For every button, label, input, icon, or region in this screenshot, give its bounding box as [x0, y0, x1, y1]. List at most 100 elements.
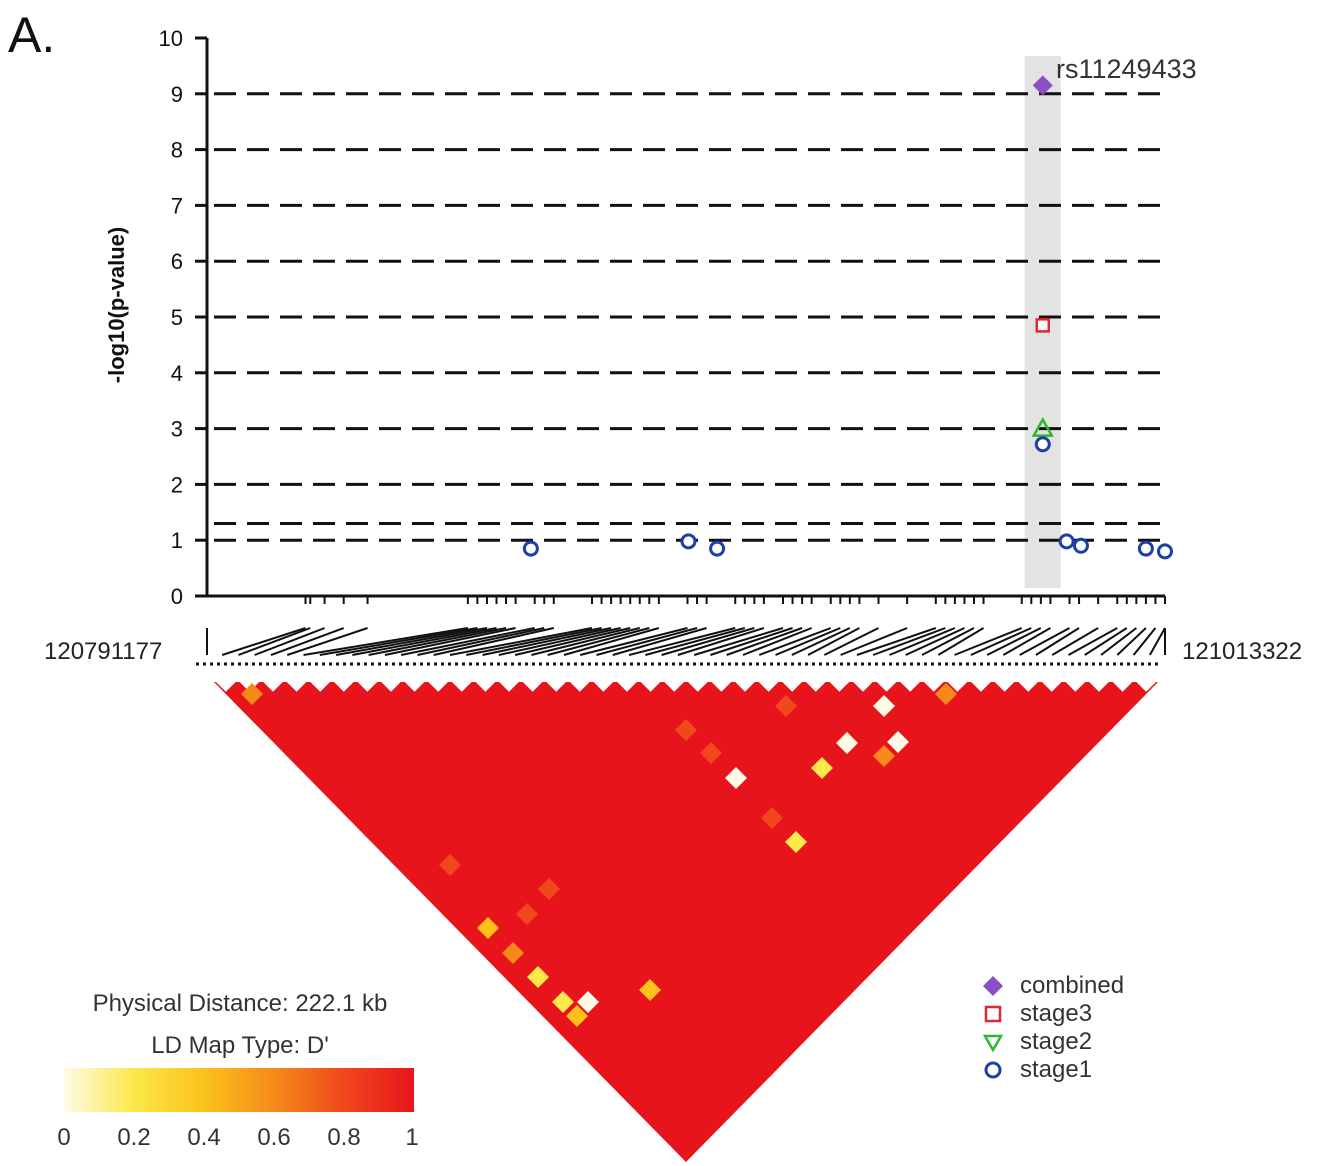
ld-cell-edge — [497, 680, 521, 692]
map-line — [937, 627, 985, 656]
legend-item-stage3: stage3 — [982, 1000, 1124, 1028]
map-line — [889, 627, 956, 656]
ld-cell — [516, 903, 538, 925]
map-line — [775, 627, 841, 656]
color-scale-labels: 0 0.2 0.4 0.6 0.8 1 — [48, 1124, 428, 1154]
point-stage1 — [680, 533, 697, 550]
color-scale-bar — [64, 1068, 414, 1112]
ld-cell-edge — [450, 680, 474, 692]
ld-cell-edge — [402, 680, 427, 692]
panel-label: A. — [8, 7, 56, 63]
map-line — [400, 627, 535, 656]
point-stage1 — [709, 540, 726, 557]
map-line — [921, 627, 975, 656]
map-line — [645, 627, 746, 656]
y-tick-label: 8 — [171, 138, 183, 163]
ld-cell-edge — [662, 680, 686, 692]
ld-cell — [552, 991, 574, 1013]
map-line — [1051, 627, 1099, 656]
ld-cell-edge — [1134, 680, 1158, 692]
map-line — [498, 627, 621, 656]
map-line — [303, 627, 469, 656]
ld-cell — [639, 979, 661, 1001]
point-stage1 — [522, 540, 539, 557]
map-line — [742, 627, 813, 656]
map-line — [970, 627, 1032, 656]
y-tick-label: 9 — [171, 82, 183, 107]
point-stage1 — [1072, 537, 1089, 554]
ld-cell-edge — [686, 680, 710, 692]
map-line — [823, 627, 879, 656]
ld-cell-edge — [284, 680, 309, 692]
ld-cell — [775, 695, 797, 717]
map-line — [1116, 627, 1147, 656]
ld-cell-edge — [827, 680, 852, 692]
color-scale-tick: 0.8 — [327, 1124, 361, 1151]
map-line — [840, 627, 908, 656]
map-line — [221, 627, 306, 656]
ld-cell-edge — [874, 680, 899, 692]
map-line — [433, 627, 555, 656]
ld-cell-edge — [804, 680, 828, 692]
y-tick-label: 3 — [171, 417, 183, 442]
map-line — [628, 627, 736, 656]
ld-cell — [761, 807, 783, 829]
map-line — [905, 627, 965, 656]
map-line — [1019, 627, 1070, 656]
map-line — [596, 627, 698, 656]
map-line — [954, 627, 1023, 656]
legend-label: stage1 — [1020, 1056, 1093, 1083]
map-line — [417, 627, 545, 656]
ld-cell — [439, 854, 461, 876]
point-combined — [1032, 75, 1053, 96]
ld-cell — [700, 742, 722, 764]
ld-cell-edge — [1016, 680, 1040, 692]
map-line — [1132, 627, 1157, 656]
snp-label: rs11249433 — [1056, 54, 1197, 84]
color-scale-tick: 0 — [57, 1124, 71, 1151]
map-line — [449, 627, 593, 656]
ld-cell — [873, 745, 895, 767]
y-tick-label: 4 — [171, 361, 183, 386]
ld-cell — [811, 757, 833, 779]
triangle-icon — [982, 1034, 1004, 1053]
ld-cell-edge — [591, 680, 616, 692]
map-line — [531, 627, 640, 656]
map-line — [1148, 627, 1166, 656]
ld-cell — [873, 695, 895, 717]
ld-cell-edge — [1087, 680, 1111, 692]
ld-cell-edge — [568, 680, 592, 692]
map-line — [1100, 627, 1137, 656]
ld-cell-edge — [733, 680, 757, 692]
ld-cell-edge — [615, 680, 639, 692]
chart-legend: combined stage3 stage2 stage1 — [982, 972, 1124, 1084]
map-line — [286, 627, 368, 656]
map-line — [579, 627, 688, 656]
y-tick-label: 0 — [171, 584, 183, 609]
ld-cell-edge — [332, 680, 356, 692]
ld-heatmap-triangle — [214, 682, 1158, 1162]
legend-item-stage1: stage1 — [982, 1056, 1124, 1084]
color-scale-tick: 1 — [405, 1124, 419, 1151]
ld-cell-edge — [922, 680, 946, 692]
region-end-label: 121013322 — [1182, 638, 1303, 665]
ld-cell-edge — [355, 680, 380, 692]
map-line — [514, 627, 631, 656]
ld-cell — [527, 966, 549, 988]
color-scale-tick: 0.4 — [187, 1124, 221, 1151]
map-line — [758, 627, 832, 656]
map-line — [352, 627, 497, 656]
ld-cell-edge — [379, 680, 403, 692]
color-scale-tick: 0.2 — [117, 1124, 151, 1151]
ld-cell — [935, 683, 957, 705]
ld-cell — [887, 731, 909, 753]
ld-cell-edge — [214, 680, 238, 692]
diamond-icon — [983, 976, 1003, 996]
ld-cell-edge — [969, 680, 993, 692]
map-line — [612, 627, 707, 656]
ld-cell — [836, 732, 858, 754]
map-line — [254, 627, 325, 656]
map-line — [856, 627, 937, 656]
legend-label: combined — [1020, 972, 1125, 999]
